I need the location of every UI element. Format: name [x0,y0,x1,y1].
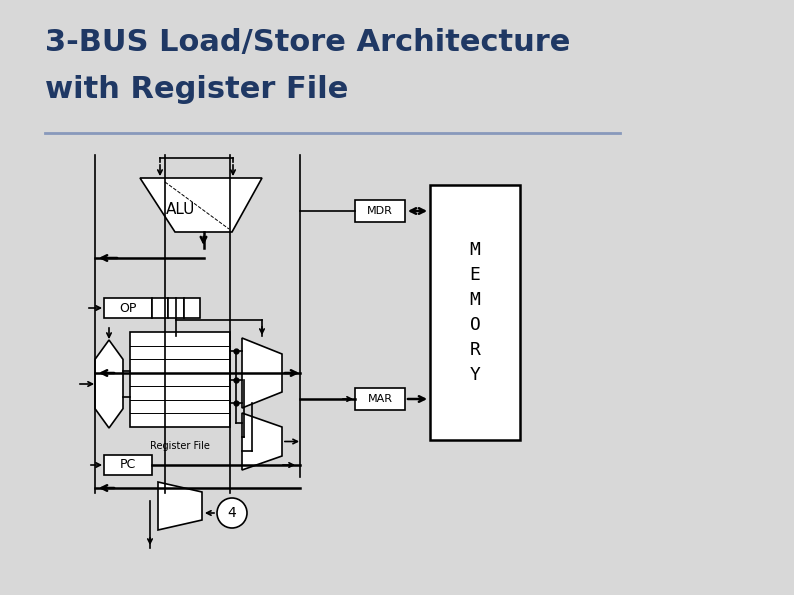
Circle shape [217,498,247,528]
Text: Register File: Register File [150,441,210,451]
Polygon shape [242,413,282,470]
Bar [104,298,152,318]
Text: OP: OP [119,302,137,315]
Bar [355,388,405,410]
Bar [152,298,168,318]
Text: MAR: MAR [368,394,392,404]
Text: M
E
M
O
R
Y: M E M O R Y [469,241,480,384]
Bar [130,332,230,427]
Polygon shape [242,338,282,408]
Text: PC: PC [120,459,136,471]
Bar [355,200,405,222]
Polygon shape [158,482,202,530]
Bar [104,455,152,475]
Bar [184,298,200,318]
Polygon shape [95,340,123,428]
Bar [168,298,184,318]
Text: MDR: MDR [367,206,393,216]
Text: 4: 4 [228,506,237,520]
Text: with Register File: with Register File [45,75,349,104]
Text: ALU: ALU [166,202,195,217]
Text: 3-BUS Load/Store Architecture: 3-BUS Load/Store Architecture [45,28,570,57]
Polygon shape [140,178,262,232]
Bar [430,185,520,440]
